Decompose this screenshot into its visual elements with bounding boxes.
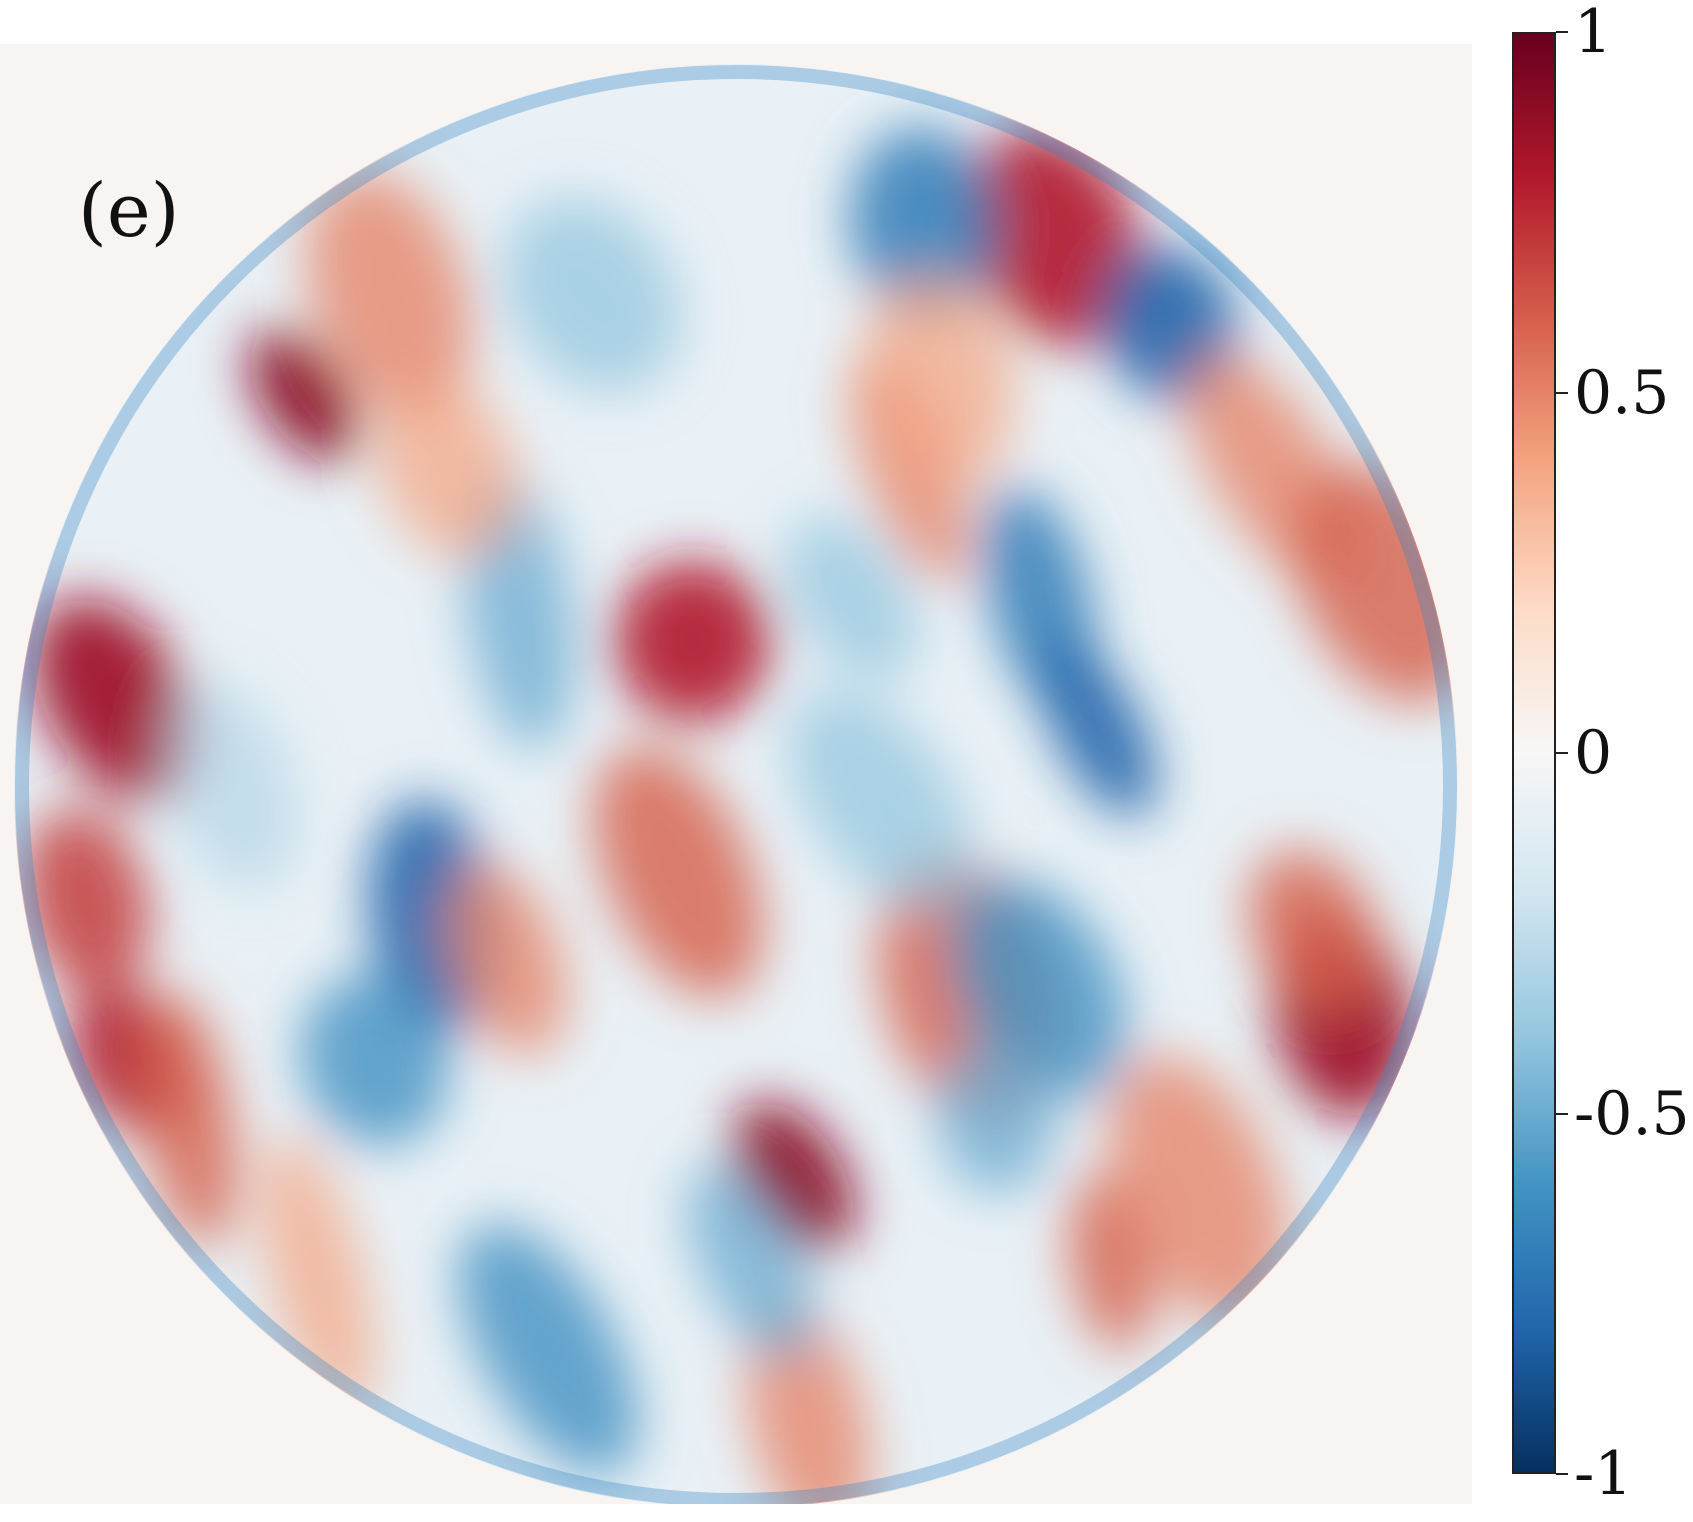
positive-feature [22,809,150,994]
positive-feature [746,1300,871,1504]
field-rim [15,65,1457,1504]
colorbar-tick-mark [1556,752,1568,754]
colorbar-tick-label: 0.5 [1574,357,1670,428]
positive-feature [613,560,772,723]
colorbar-tick-mark [1556,1473,1568,1475]
positive-feature [1108,1055,1288,1326]
negative-feature [849,127,998,319]
positive-feature [861,272,1015,491]
colorbar-ticks: 1 0.5 0 -0.5 -1 [1556,0,1693,1522]
colorbar-tick-label: 1 [1574,0,1613,67]
colorbar [1512,32,1556,1474]
negative-feature [1037,639,1157,817]
positive-feature [593,746,763,999]
negative-feature [300,974,450,1147]
panel-label: (e) [78,168,180,254]
negative-feature [162,681,299,891]
positive-feature [1248,849,1379,1012]
positive-feature [32,597,198,801]
colorbar-tick-label: -0.5 [1574,1078,1690,1149]
colorbar-tick-label: -1 [1574,1439,1633,1509]
colorbar-tick-mark [1556,31,1568,33]
negative-feature [788,690,973,911]
colorbar-tick-mark [1556,391,1568,394]
positive-feature [443,863,567,1056]
negative-feature [686,1164,815,1361]
negative-feature [502,197,681,393]
positive-feature [260,1136,374,1418]
colorbar-tick-mark [1556,1112,1568,1115]
negative-feature [936,1042,1056,1194]
positive-feature [306,170,473,420]
negative-feature [458,1223,639,1475]
positive-feature [966,128,1142,347]
positive-feature [248,330,357,462]
positive-feature [137,989,238,1247]
field-base [14,64,1458,1504]
plot-area: (e) [0,44,1472,1504]
negative-feature [785,515,918,682]
circular-field-plot [14,64,1458,1504]
positive-feature [375,378,519,558]
colorbar-tick-label: 0 [1574,718,1613,788]
